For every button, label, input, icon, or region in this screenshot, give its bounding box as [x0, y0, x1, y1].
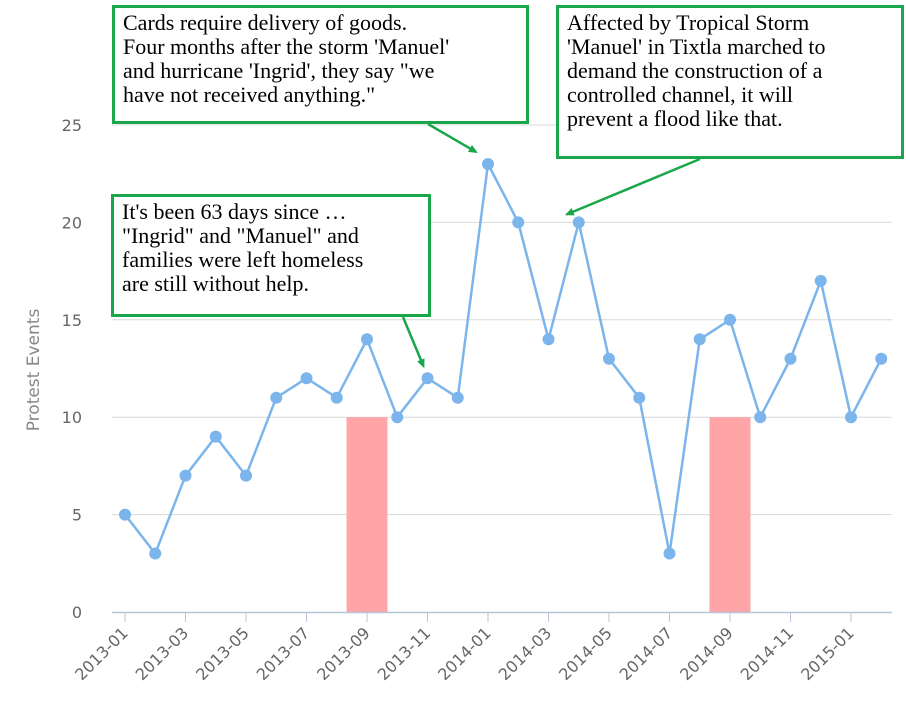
y-axis-title: Protest Events — [24, 309, 44, 432]
data-point-2014-04 — [572, 216, 585, 229]
data-point-2014-08 — [693, 333, 706, 346]
data-point-2013-10 — [391, 411, 404, 424]
data-point-2013-04 — [209, 430, 222, 443]
x-tick-label-2014-05: 2014-05 — [555, 623, 616, 684]
annotation-box-tixtla: Affected by Tropical Storm 'Manuel' in T… — [556, 5, 904, 159]
x-tick-label-2013-01: 2013-01 — [71, 623, 132, 684]
data-point-2013-06 — [270, 391, 283, 404]
x-tick-label-2014-01: 2014-01 — [434, 623, 495, 684]
data-point-2013-02 — [149, 547, 162, 560]
highlight-bars — [346, 417, 751, 612]
annotation-box-goods: Cards require delivery of goods. Four mo… — [112, 5, 529, 124]
annotation-box-63-days: It's been 63 days since … "Ingrid" and "… — [111, 194, 431, 317]
data-point-2014-05 — [603, 352, 615, 365]
y-tick-label-10: 10 — [62, 408, 82, 427]
x-tick-label-2013-09: 2013-09 — [313, 623, 374, 684]
annotation-arrow-0 — [427, 122, 478, 154]
data-point-2013-07 — [300, 372, 313, 385]
data-point-2015-02 — [875, 352, 888, 365]
y-tick-label-0: 0 — [72, 603, 82, 622]
data-point-2014-10 — [754, 411, 767, 424]
data-point-2014-06 — [633, 391, 646, 404]
series-line-path — [124, 162, 883, 555]
x-tick-label-2013-07: 2013-07 — [253, 623, 314, 684]
y-tick-label-5: 5 — [72, 506, 82, 525]
grid-lines — [112, 124, 892, 516]
y-tick-label-20: 20 — [62, 213, 82, 232]
x-tick-label-2013-03: 2013-03 — [132, 623, 193, 684]
annotation-arrow-1 — [564, 157, 701, 216]
series-line — [119, 157, 888, 560]
data-point-2014-09 — [724, 313, 736, 326]
x-tick-label-2014-07: 2014-07 — [616, 623, 677, 684]
y-axis: 0 5 10 15 20 25 — [62, 116, 82, 622]
data-point-2013-05 — [240, 469, 252, 482]
data-point-2013-03 — [179, 469, 192, 482]
x-tick-label-2013-05: 2013-05 — [192, 623, 253, 684]
x-tick-label-2014-03: 2014-03 — [495, 623, 556, 684]
data-point-2015-01 — [845, 411, 857, 424]
data-point-2013-08 — [330, 391, 343, 404]
annotation-arrows — [401, 122, 701, 369]
data-point-2013-09 — [361, 333, 373, 346]
x-tick-label-2014-11: 2014-11 — [737, 623, 798, 684]
annotation-arrow-2 — [401, 316, 425, 369]
x-tick-label-2015-01: 2015-01 — [797, 623, 858, 684]
x-tick-label-2014-09: 2014-09 — [676, 623, 737, 684]
y-tick-label-15: 15 — [62, 311, 82, 330]
y-tick-label-25: 25 — [62, 116, 82, 135]
data-point-2013-12 — [451, 391, 464, 404]
highlight-bar-2013-09 — [346, 417, 388, 612]
data-point-2014-03 — [542, 333, 555, 346]
data-point-2014-02 — [512, 216, 525, 229]
data-point-2013-01 — [119, 508, 131, 521]
x-tick-label-2013-11: 2013-11 — [374, 623, 435, 684]
highlight-bar-2014-09 — [709, 417, 751, 612]
data-point-2014-01 — [482, 157, 494, 170]
data-point-2014-12 — [814, 274, 827, 287]
data-point-2014-11 — [784, 352, 797, 365]
x-axis: 2013-01 2013-03 2013-05 2013-07 2013-09 2013-… — [71, 611, 892, 684]
data-point-2014-07 — [663, 547, 676, 560]
data-point-2013-11 — [421, 372, 434, 385]
